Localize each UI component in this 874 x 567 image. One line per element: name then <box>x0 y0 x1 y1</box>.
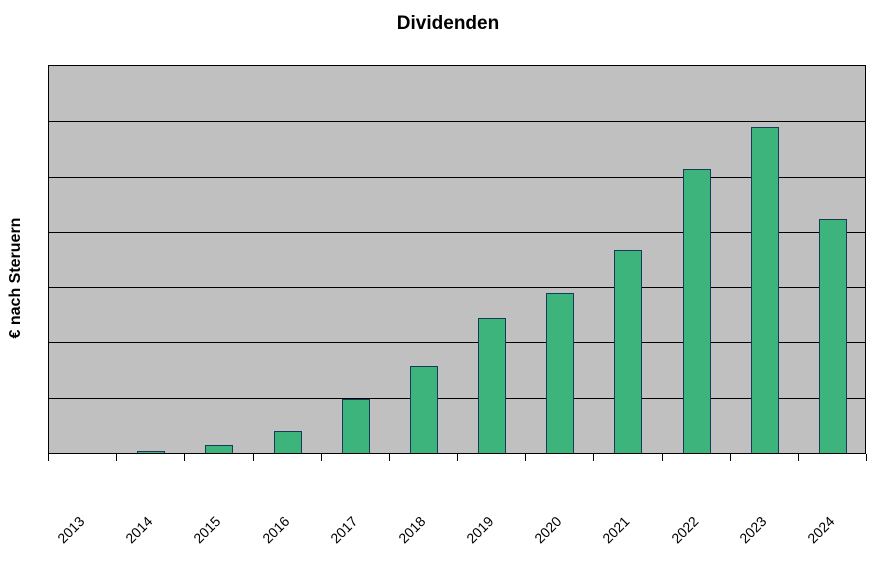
x-tick-label: 2013 <box>53 513 88 547</box>
x-tick-label: 2015 <box>189 513 224 547</box>
x-tick-label: 2023 <box>735 513 770 547</box>
gridline <box>49 121 865 123</box>
gridline <box>49 176 865 178</box>
bar-2017 <box>342 399 370 453</box>
axis-tick <box>116 454 117 461</box>
bar-2020 <box>546 293 574 453</box>
x-tick-label: 2024 <box>803 513 838 547</box>
y-axis-label: € nach Steruern <box>7 217 24 339</box>
bar-2021 <box>614 250 642 453</box>
axis-tick <box>662 454 663 461</box>
bar-2022 <box>683 169 711 453</box>
axis-tick <box>866 454 867 461</box>
gridline <box>49 397 865 399</box>
x-tick-label: 2016 <box>258 513 293 547</box>
bar-2014 <box>137 451 165 453</box>
axis-tick <box>457 454 458 461</box>
gridline <box>49 231 865 233</box>
x-tick-label: 2017 <box>326 513 361 547</box>
bar-2023 <box>751 127 779 453</box>
x-tick-label: 2019 <box>462 513 497 547</box>
axis-tick <box>730 454 731 461</box>
x-tick-label: 2022 <box>667 513 702 547</box>
bar-2019 <box>478 318 506 453</box>
x-tick-label: 2014 <box>121 513 156 547</box>
axis-tick <box>593 454 594 461</box>
x-tick-label: 2018 <box>394 513 429 547</box>
bar-2024 <box>819 219 847 453</box>
axis-tick <box>798 454 799 461</box>
bar-2015 <box>205 445 233 453</box>
axis-tick <box>525 454 526 461</box>
chart-title: Dividenden <box>396 13 500 34</box>
axis-tick <box>389 454 390 461</box>
axis-tick <box>253 454 254 461</box>
x-tick-label: 2021 <box>598 513 633 547</box>
axis-tick <box>321 454 322 461</box>
bar-2016 <box>274 431 302 453</box>
gridline <box>49 287 865 289</box>
bar-2018 <box>410 366 438 453</box>
axis-tick <box>184 454 185 461</box>
plot-area <box>48 65 866 454</box>
axis-tick <box>48 454 49 461</box>
x-tick-label: 2020 <box>530 513 565 547</box>
gridline <box>49 342 865 344</box>
